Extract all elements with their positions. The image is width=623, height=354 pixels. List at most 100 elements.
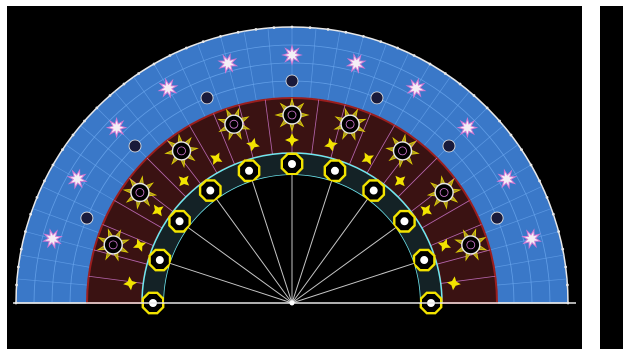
rim-dot [520,148,523,152]
yellow-diamond-motif [210,152,223,165]
outer-small-circle [128,139,142,153]
outer-lattice-spoke [80,125,136,172]
yellow-diamond-motif [133,238,147,252]
outer-lattice-spoke [243,31,257,102]
outer-star-motif [281,44,303,66]
outer-lattice-spoke [409,76,451,136]
rim-dot [509,133,513,137]
rim-dot [16,265,20,269]
rim-dot [236,30,240,34]
rim-dot [254,27,258,31]
middle-spoke [311,99,320,155]
octagon-center-dot [245,166,254,175]
outer-lattice-spoke [394,63,431,126]
rim-dot [564,265,568,269]
rim-dot [412,54,416,57]
rim-dot [326,27,330,31]
middle-ring-center [135,188,145,197]
rim-dot [51,163,55,167]
rim-dot [108,94,112,97]
center-point [289,300,295,306]
rim-dot [485,106,489,110]
rim-dot [472,94,476,97]
rim-dot [272,26,276,29]
outer-lattice-spoke [20,254,91,268]
middle-ring-center [439,188,449,197]
outer-lattice-spoke [469,164,532,201]
middle-spoke [146,157,187,198]
rim-dot [24,230,27,233]
rim-dot [545,195,549,199]
rim-dot [152,62,156,66]
semicircular-ornament-drawing [13,25,576,315]
middle-spoke [349,113,371,165]
outer-small-circle [442,139,456,153]
middle-spoke [213,113,235,165]
outer-lattice-spoke [133,76,175,136]
outer-star-motif [66,168,88,190]
rim-dot [61,148,64,152]
outer-lattice-spoke [459,144,519,186]
rim-dot [184,46,188,50]
octagon-center-dot [330,166,339,175]
yellow-diamond-motif [437,238,451,252]
middle-spoke [189,125,218,174]
rim-dot [428,62,432,66]
yellow-diamond-motif [361,152,374,165]
middle-spoke [264,99,273,155]
outer-small-circle [370,91,384,105]
rim-dot [29,212,33,216]
outer-lattice-spoke [477,186,543,217]
outer-lattice-spoke [175,52,206,118]
yellow-diamond-motif [178,175,190,187]
yellow-diamond-motif [285,133,299,147]
middle-ring-center [229,119,239,129]
rim-dot [19,247,23,251]
rim-dot [122,82,126,86]
rim-dot [362,35,365,38]
rim-dot [15,283,18,287]
rim-dot [83,119,86,123]
outer-lattice-spoke [361,43,387,111]
yellow-diamond-motif [420,204,432,217]
outer-lattice-spoke [220,36,240,106]
middle-ring-center [398,146,407,156]
middle-spoke [397,157,438,198]
rim-dot [95,106,99,110]
radial-ray [291,262,414,304]
middle-ring-center [466,240,476,250]
rim-dot [379,40,383,44]
outer-lattice-spoke [41,186,107,217]
rim-dot [443,72,447,75]
outer-lattice-spoke [267,28,275,99]
outer-small-circle [80,211,94,225]
outer-lattice-spoke [32,208,100,234]
middle-spoke [114,200,163,229]
rim-dot [396,46,400,50]
rim-dot [529,163,533,167]
octagon-center-dot [155,256,164,265]
radial-ray [291,199,368,304]
outer-star-motif [345,53,367,74]
rim-dot [290,25,294,29]
outer-lattice-spoke [423,91,470,147]
middle-spoke [430,224,482,246]
outer-lattice-spoke [327,31,341,102]
rim-dot [538,179,541,183]
outer-lattice-spoke [114,91,161,147]
yellow-diamond-motif [446,276,461,291]
yellow-diamond-motif [246,137,260,152]
outer-lattice-spoke [65,144,125,186]
octagon-center-dot [175,217,184,226]
outer-star-motif [157,77,179,99]
outer-small-circle [490,211,504,225]
outer-lattice-spoke [197,43,223,111]
rim-dot [201,40,205,44]
middle-spoke [436,249,491,265]
rim-dot [561,247,565,251]
radial-ray [291,181,333,304]
middle-ring-center [177,146,186,156]
rim-dot [551,212,555,216]
octagon-center-dot [288,160,296,168]
